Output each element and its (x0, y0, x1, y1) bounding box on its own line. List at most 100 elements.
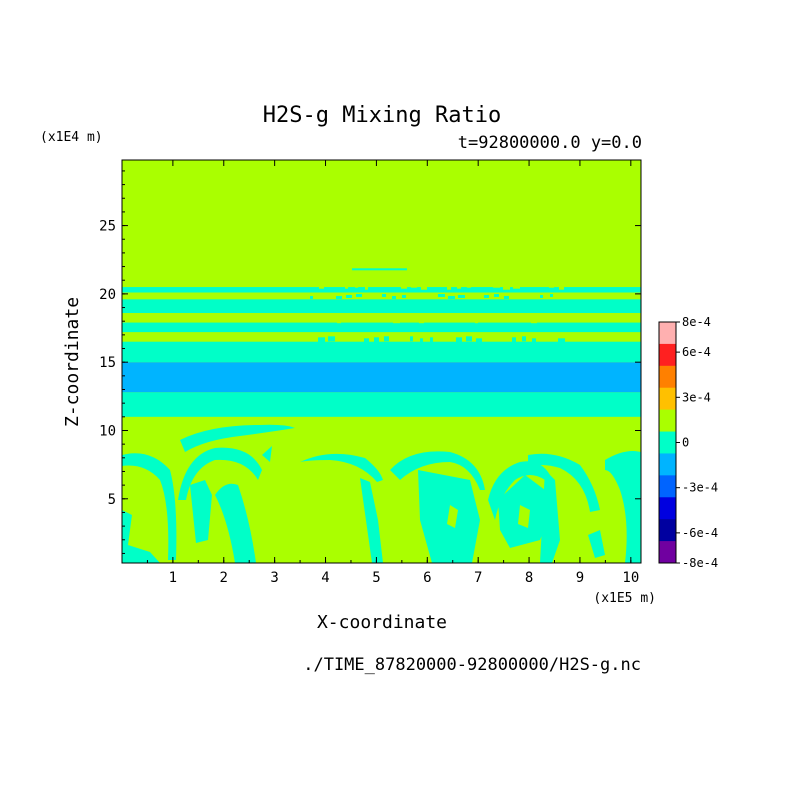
y-unit-label: (x1E4 m) (40, 130, 103, 145)
eddy-shape-11 (488, 461, 550, 520)
speckle (485, 318, 488, 323)
x-tick-label: 7 (474, 570, 482, 586)
speckle (549, 281, 554, 288)
speckle (355, 281, 358, 288)
speckle (374, 337, 379, 343)
speckle (365, 283, 368, 290)
speckle (328, 336, 335, 342)
speckle (384, 336, 389, 342)
speckle (310, 295, 313, 299)
speckle (504, 295, 509, 299)
speckle (318, 337, 325, 343)
eddy-shape-4 (215, 483, 256, 563)
speckle (401, 282, 407, 289)
eddy-shape-15 (605, 451, 641, 563)
eddy-shape-13 (528, 453, 600, 512)
plot-frame (121, 159, 642, 564)
x-unit-label: (x1E5 m) (593, 591, 656, 606)
colorbar-swatch (659, 322, 676, 345)
band-turbulence (310, 268, 565, 344)
speckle (550, 293, 553, 297)
speckle (345, 282, 348, 289)
speckle (429, 318, 434, 323)
band-5 (122, 287, 641, 293)
speckle (336, 295, 342, 299)
y-tick-label: 20 (99, 287, 116, 303)
speckle (475, 319, 478, 324)
speckle (347, 318, 351, 323)
band-1 (122, 362, 641, 393)
speckle (327, 317, 331, 322)
eddy-shape-3 (190, 480, 212, 543)
speckle (411, 281, 417, 288)
colorbar-label: -8e-4 (682, 556, 718, 570)
speckle (521, 317, 527, 322)
eddy-shape-17 (447, 505, 458, 528)
eddy-shape-2 (178, 447, 262, 500)
speckle (346, 294, 352, 298)
eddy-shape-5 (180, 424, 295, 452)
band-4 (122, 299, 641, 314)
x-axis-label: X-coordinate (317, 612, 447, 633)
speckle (458, 294, 465, 298)
colorbar-label: -6e-4 (682, 526, 718, 540)
colorbar-swatch (659, 519, 676, 542)
speckle (484, 294, 489, 298)
colorbar-swatch (659, 541, 676, 564)
colorbar-label: 3e-4 (682, 390, 711, 404)
speckle (448, 295, 455, 299)
axes: 1 2 3 4 5 6 7 8 9 10 5 10 15 20 25 (99, 160, 641, 586)
band-2 (122, 341, 641, 363)
speckle (439, 317, 444, 322)
x-tick-label: 6 (423, 570, 431, 586)
lower-eddies (122, 424, 641, 563)
speckle (457, 282, 461, 289)
colorbar-swatch (659, 453, 676, 476)
x-tick-label: 1 (169, 570, 177, 586)
speckle (392, 295, 396, 299)
colorbar-swatch (659, 431, 676, 454)
y-tick-label: 25 (99, 219, 116, 235)
speckle (512, 337, 516, 343)
colorbar: 8e-4 6e-4 3e-4 0 -3e-4 -6e-4 -8e-4 (658, 315, 718, 570)
speckle (419, 319, 424, 324)
eddy-shape-1 (122, 510, 160, 563)
x-tick-label: 10 (622, 570, 639, 586)
colorbar-label: -3e-4 (682, 481, 718, 495)
speckle (466, 336, 472, 342)
speckle (356, 293, 362, 297)
colorbar-label: 6e-4 (682, 345, 711, 359)
eddy-shape-14 (540, 470, 560, 563)
top-streak (352, 268, 407, 271)
colorbar-label: 8e-4 (682, 315, 711, 329)
speckle (494, 293, 499, 297)
eddy-shape-18 (518, 505, 530, 528)
eddy-shape-0 (122, 453, 177, 560)
x-tick-label: 2 (220, 570, 228, 586)
speckle (476, 338, 482, 344)
x-tick-label: 3 (270, 570, 278, 586)
speckle (495, 317, 498, 322)
speckle (364, 338, 369, 344)
speckle (503, 283, 510, 290)
source-file-label: ./TIME_87820000-92800000/H2S-g.nc (303, 655, 641, 675)
speckle (421, 283, 427, 290)
eddy-shape-8 (360, 478, 383, 563)
x-tick-label: 4 (321, 570, 329, 586)
speckle (558, 338, 565, 344)
colorbar-swatch (659, 409, 676, 433)
speckle (559, 283, 564, 290)
colorbar-label: 0 (682, 436, 689, 450)
speckle (410, 336, 413, 342)
colorbar-swatch (659, 343, 676, 367)
speckle (438, 293, 445, 297)
speckle (532, 338, 536, 344)
colorbar-swatch (659, 475, 676, 498)
speckle (467, 281, 471, 288)
speckle (522, 336, 526, 342)
x-tick-label: 5 (372, 570, 380, 586)
colorbar-swatch (659, 365, 676, 389)
chart-subtitle: t=92800000.0 y=0.0 (458, 133, 642, 153)
speckle (513, 282, 520, 289)
